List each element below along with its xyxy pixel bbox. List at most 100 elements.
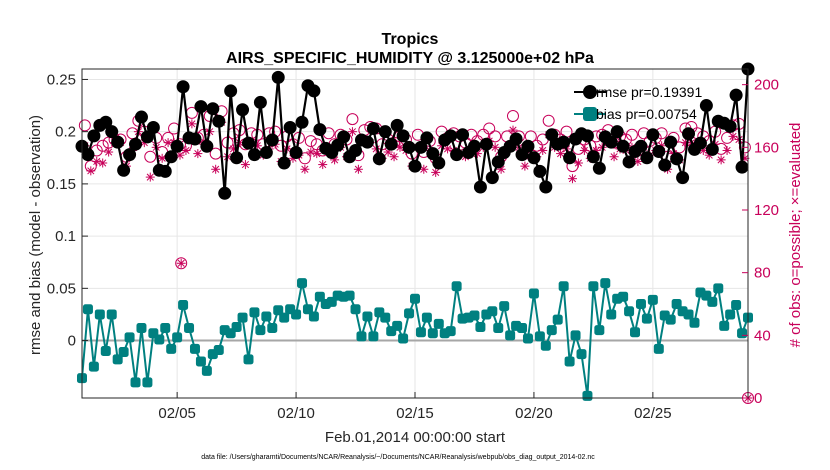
rmse-marker bbox=[247, 148, 261, 162]
rmse-marker bbox=[313, 123, 327, 137]
y-tick-label: 0.1 bbox=[55, 228, 76, 245]
rmse-marker bbox=[533, 164, 547, 178]
obs-evaluated-marker bbox=[306, 147, 316, 157]
bias-marker bbox=[106, 309, 117, 320]
rmse-marker bbox=[729, 88, 743, 102]
bias-marker bbox=[635, 299, 646, 309]
rmse-marker bbox=[390, 118, 404, 132]
obs-possible-marker bbox=[483, 122, 496, 135]
rmse-marker bbox=[81, 148, 95, 162]
rmse-marker bbox=[259, 146, 273, 160]
bias-marker bbox=[279, 312, 290, 323]
obs-possible-marker bbox=[144, 150, 157, 163]
bias-marker bbox=[166, 343, 177, 354]
bias-marker bbox=[433, 318, 444, 329]
bias-marker bbox=[308, 311, 319, 322]
rmse-marker bbox=[527, 151, 541, 165]
obs-possible-marker bbox=[542, 114, 555, 127]
bias-marker bbox=[707, 296, 718, 307]
obs-evaluated-marker bbox=[347, 127, 357, 137]
bias-marker bbox=[475, 321, 486, 332]
rmse-marker bbox=[479, 137, 493, 151]
rmse-marker bbox=[699, 99, 713, 113]
rmse-marker bbox=[277, 156, 291, 170]
obs-evaluated-marker bbox=[86, 166, 96, 176]
rmse-marker bbox=[670, 152, 684, 166]
rmse-marker bbox=[253, 95, 267, 109]
rmse-marker bbox=[111, 135, 125, 149]
y-right-tick-label: 0 bbox=[754, 390, 762, 407]
bias-marker bbox=[647, 294, 658, 305]
obs-possible-marker bbox=[506, 110, 519, 122]
rmse-marker bbox=[580, 129, 594, 143]
rmse-marker bbox=[289, 146, 303, 160]
bias-marker bbox=[689, 317, 700, 328]
bias-marker bbox=[142, 377, 153, 388]
rmse-marker bbox=[658, 158, 672, 172]
obs-evaluated-marker bbox=[175, 150, 185, 160]
rmse-marker bbox=[99, 115, 113, 129]
obs-evaluated-marker bbox=[211, 164, 221, 174]
bias-marker bbox=[683, 309, 694, 320]
bias-marker bbox=[249, 307, 260, 318]
bias-marker bbox=[410, 293, 420, 304]
legend-rmse-marker bbox=[583, 85, 597, 99]
bias-marker bbox=[606, 309, 617, 320]
bias-marker bbox=[713, 283, 724, 294]
bias-marker bbox=[528, 288, 539, 299]
rmse-marker bbox=[473, 180, 487, 194]
rmse-marker bbox=[456, 128, 470, 142]
obs-possible-marker bbox=[625, 128, 638, 141]
obs-evaluated-marker bbox=[318, 160, 328, 170]
obs-evaluated-marker bbox=[443, 144, 453, 154]
chart-title: Tropics bbox=[382, 31, 439, 48]
rmse-marker bbox=[485, 171, 499, 185]
obs-evaluated-marker bbox=[312, 149, 322, 159]
ticks-layer: 02/05 02/10 02/15 02/20 02/25 0 0.05 0.1 0.15 0.2… bbox=[47, 71, 779, 422]
obs-evaluated-marker bbox=[556, 149, 566, 159]
rmse-marker bbox=[723, 119, 737, 133]
obs-possible-marker bbox=[78, 119, 91, 132]
legend-bias-marker bbox=[583, 107, 597, 121]
rmse-marker bbox=[295, 115, 309, 129]
rmse-marker bbox=[414, 140, 428, 154]
bias-marker bbox=[291, 309, 302, 320]
y-axis-right-label: # of obs: o=possible; ×=evaluated bbox=[787, 123, 804, 348]
bias-marker bbox=[362, 311, 373, 322]
bias-marker bbox=[451, 281, 462, 292]
bias-marker bbox=[195, 356, 206, 367]
rmse-marker bbox=[402, 140, 416, 154]
chart-subtitle: AIRS_SPECIFIC_HUMIDITY @ 3.125000e+02 hP… bbox=[226, 50, 594, 67]
rmse-marker bbox=[271, 70, 285, 84]
bias-marker bbox=[469, 310, 480, 321]
bias-marker bbox=[201, 365, 212, 376]
x-tick-label: 02/05 bbox=[158, 405, 196, 422]
obs-evaluated-marker bbox=[145, 172, 155, 182]
rmse-marker bbox=[491, 155, 505, 169]
rmse-marker bbox=[378, 125, 392, 139]
y-tick-label: 0.25 bbox=[47, 71, 76, 88]
obs-evaluated-marker bbox=[579, 145, 589, 155]
obs-evaluated-marker bbox=[419, 164, 429, 174]
rmse-marker bbox=[224, 84, 238, 98]
rmse-marker bbox=[676, 171, 690, 185]
bias-marker bbox=[255, 325, 266, 336]
x-axis-label: Feb.01,2014 00:00:00 start bbox=[325, 429, 506, 446]
rmse-marker bbox=[646, 128, 660, 142]
legend-rmse-label: rmse pr=0.19391 bbox=[596, 84, 702, 100]
bias-marker bbox=[731, 300, 742, 311]
obs-evaluated-marker bbox=[240, 160, 250, 170]
rmse-marker bbox=[170, 139, 184, 153]
bias-marker bbox=[719, 320, 730, 331]
rmse-marker bbox=[242, 136, 255, 150]
bias-marker bbox=[160, 323, 171, 334]
rmse-series-layer bbox=[75, 62, 755, 200]
rmse-marker bbox=[444, 129, 458, 143]
obs-evaluated-marker bbox=[573, 158, 583, 168]
obs-evaluated-marker bbox=[395, 142, 405, 152]
bias-marker bbox=[630, 327, 641, 338]
bias-marker bbox=[558, 281, 569, 292]
rmse-marker bbox=[622, 155, 636, 169]
rmse-marker bbox=[467, 139, 481, 153]
bias-marker bbox=[421, 312, 432, 323]
